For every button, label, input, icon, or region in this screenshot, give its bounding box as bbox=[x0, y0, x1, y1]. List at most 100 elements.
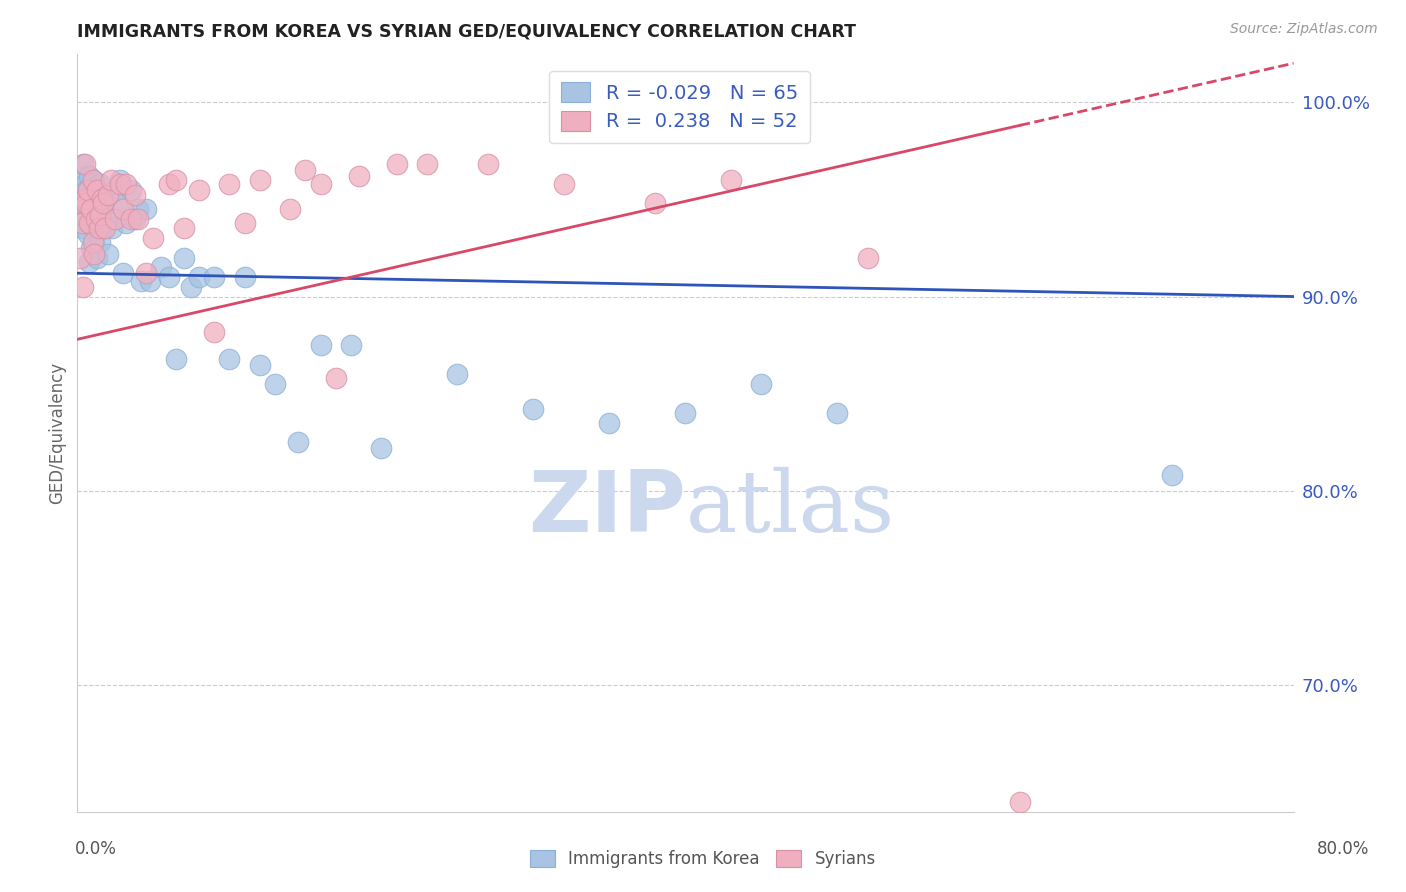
Point bbox=[675, 406, 697, 420]
Point bbox=[249, 358, 271, 372]
Point bbox=[139, 274, 162, 288]
Point bbox=[96, 192, 118, 206]
Point bbox=[97, 188, 120, 202]
Point bbox=[75, 211, 97, 226]
Point bbox=[70, 216, 93, 230]
Point bbox=[233, 216, 256, 230]
Point bbox=[93, 216, 115, 230]
Point bbox=[73, 177, 96, 191]
Point bbox=[233, 270, 256, 285]
Point bbox=[79, 254, 101, 268]
Point bbox=[111, 266, 134, 280]
Point bbox=[294, 163, 316, 178]
Point bbox=[115, 216, 138, 230]
Point bbox=[69, 251, 91, 265]
Point bbox=[120, 183, 142, 197]
Point bbox=[77, 196, 100, 211]
Point bbox=[416, 157, 439, 171]
Point bbox=[347, 169, 370, 183]
Point bbox=[553, 177, 575, 191]
Point bbox=[89, 177, 111, 191]
Point bbox=[86, 251, 108, 265]
Point bbox=[70, 221, 93, 235]
Text: atlas: atlas bbox=[686, 467, 894, 550]
Point bbox=[87, 221, 110, 235]
Point bbox=[278, 202, 301, 216]
Text: 80.0%: 80.0% bbox=[1316, 840, 1369, 858]
Point bbox=[83, 246, 105, 260]
Point bbox=[108, 177, 131, 191]
Point bbox=[104, 183, 127, 197]
Point bbox=[104, 211, 127, 226]
Point bbox=[370, 441, 392, 455]
Point bbox=[75, 183, 97, 197]
Point bbox=[124, 211, 146, 226]
Legend: Immigrants from Korea, Syrians: Immigrants from Korea, Syrians bbox=[523, 843, 883, 875]
Point bbox=[720, 173, 742, 187]
Point bbox=[120, 211, 142, 226]
Point bbox=[165, 173, 187, 187]
Point bbox=[91, 196, 114, 211]
Text: Source: ZipAtlas.com: Source: ZipAtlas.com bbox=[1230, 22, 1378, 37]
Point bbox=[79, 216, 101, 230]
Point bbox=[79, 169, 101, 183]
Point bbox=[325, 371, 347, 385]
Point bbox=[157, 177, 180, 191]
Point bbox=[129, 274, 152, 288]
Point bbox=[127, 202, 149, 216]
Point bbox=[218, 351, 240, 366]
Point bbox=[124, 188, 146, 202]
Point bbox=[249, 173, 271, 187]
Point bbox=[173, 251, 195, 265]
Point bbox=[309, 338, 332, 352]
Point bbox=[340, 338, 363, 352]
Point bbox=[264, 377, 287, 392]
Point bbox=[287, 435, 309, 450]
Point bbox=[83, 208, 105, 222]
Point bbox=[218, 177, 240, 191]
Point bbox=[72, 169, 94, 183]
Point bbox=[477, 157, 499, 171]
Point bbox=[180, 280, 202, 294]
Point bbox=[157, 270, 180, 285]
Point bbox=[77, 227, 100, 242]
Text: ZIP: ZIP bbox=[527, 467, 686, 550]
Point bbox=[105, 196, 128, 211]
Point bbox=[108, 173, 131, 187]
Point bbox=[90, 202, 112, 216]
Point bbox=[644, 196, 666, 211]
Point bbox=[80, 216, 103, 230]
Point bbox=[77, 183, 100, 197]
Point bbox=[202, 270, 225, 285]
Point bbox=[127, 211, 149, 226]
Point bbox=[89, 235, 111, 249]
Point bbox=[856, 251, 879, 265]
Point bbox=[86, 183, 108, 197]
Point bbox=[80, 241, 103, 255]
Text: 0.0%: 0.0% bbox=[75, 840, 117, 858]
Point bbox=[598, 416, 620, 430]
Y-axis label: GED/Equivalency: GED/Equivalency bbox=[48, 361, 66, 504]
Point bbox=[188, 270, 211, 285]
Point bbox=[82, 235, 104, 249]
Point bbox=[72, 157, 94, 171]
Point bbox=[73, 192, 96, 206]
Point bbox=[69, 188, 91, 202]
Point bbox=[86, 196, 108, 211]
Point bbox=[1161, 468, 1184, 483]
Point bbox=[446, 368, 468, 382]
Point bbox=[73, 157, 96, 171]
Point bbox=[73, 202, 96, 216]
Point bbox=[82, 173, 104, 187]
Point bbox=[188, 183, 211, 197]
Point bbox=[82, 202, 104, 216]
Point bbox=[1008, 795, 1031, 809]
Point bbox=[111, 202, 134, 216]
Legend: R = -0.029   N = 65, R =  0.238   N = 52: R = -0.029 N = 65, R = 0.238 N = 52 bbox=[550, 70, 810, 143]
Point bbox=[100, 211, 122, 226]
Point bbox=[84, 183, 107, 197]
Point bbox=[385, 157, 408, 171]
Point bbox=[135, 266, 157, 280]
Point bbox=[82, 173, 104, 187]
Point bbox=[84, 211, 107, 226]
